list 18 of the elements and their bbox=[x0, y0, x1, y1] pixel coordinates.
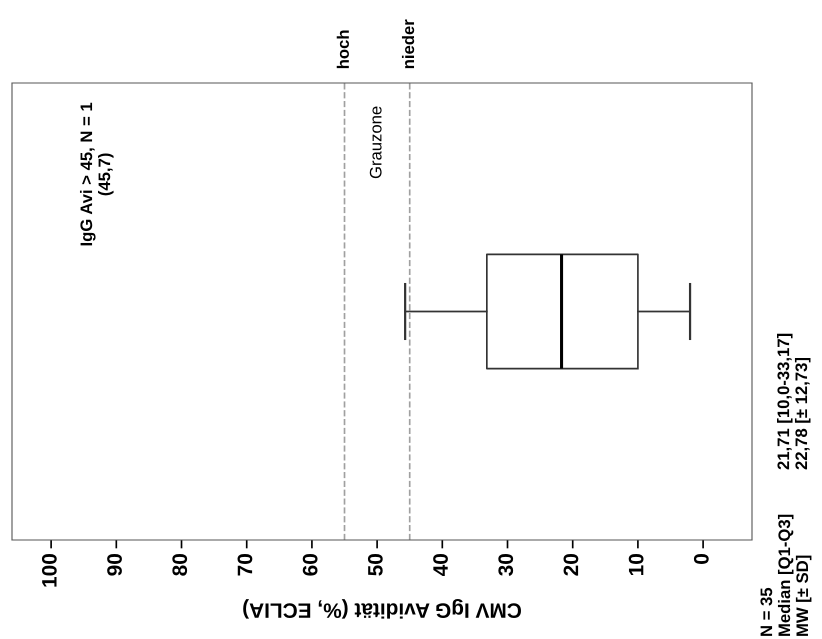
x-tick-label: 40 bbox=[433, 554, 448, 576]
x-tick-label: 60 bbox=[302, 554, 318, 576]
x-tick-label: 10 bbox=[628, 554, 644, 576]
text: N = 35 Median [Q1-Q3] MW [± SD] bbox=[760, 514, 812, 636]
annotation: IgG Avi > 45, N = 1 (45,7) bbox=[80, 102, 114, 246]
ref-line-label: nieder bbox=[402, 20, 414, 68]
x-tick-label: 100 bbox=[42, 554, 57, 587]
x-axis-title: CMV IgG Avidität (%, ECLIA) bbox=[243, 599, 521, 619]
x-tick-label: 80 bbox=[172, 554, 188, 576]
annotation: Grauzone bbox=[370, 106, 382, 178]
text: 21,71 [10,0-33,17] 22,78 [± 12,73] bbox=[777, 334, 810, 470]
x-tick-label: 30 bbox=[498, 554, 514, 576]
ref-line-label: hoch bbox=[336, 30, 349, 68]
x-tick-label: 70 bbox=[238, 554, 252, 576]
x-tick-label: 90 bbox=[107, 554, 122, 576]
x-tick-label: 20 bbox=[564, 554, 578, 576]
x-tick-label: 0 bbox=[694, 554, 709, 564]
x-tick-label: 50 bbox=[368, 554, 383, 576]
